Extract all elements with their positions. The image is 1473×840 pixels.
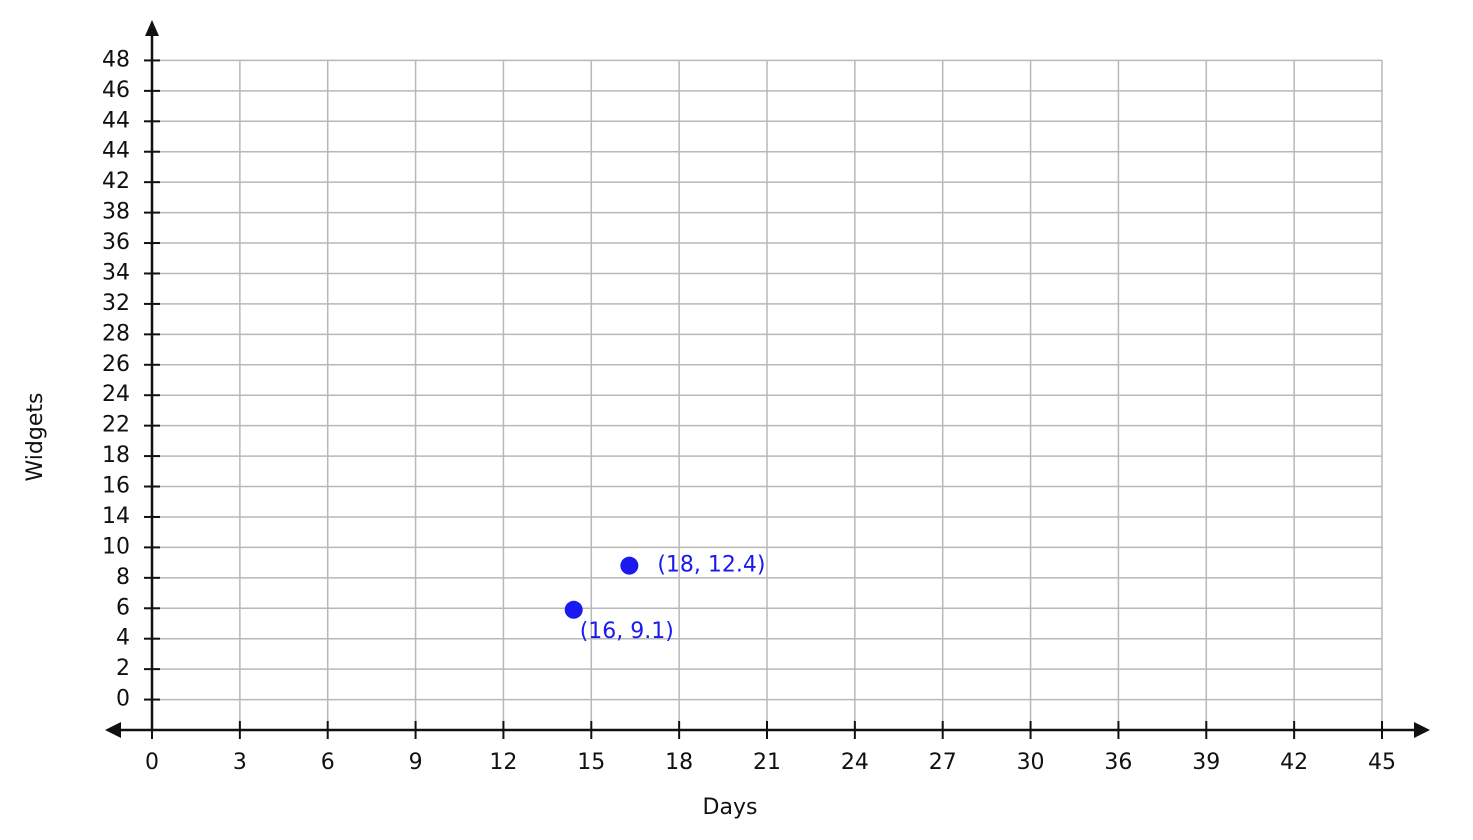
y-tick-label: 44 xyxy=(102,139,130,164)
point-label: (16, 9.1) xyxy=(580,619,674,644)
y-tick-label: 10 xyxy=(102,534,130,559)
x-tick-label: 3 xyxy=(233,750,247,775)
y-tick-label: 42 xyxy=(102,169,130,194)
y-tick-label: 24 xyxy=(102,382,130,407)
x-tick-label: 6 xyxy=(321,750,335,775)
x-axis-label: Days xyxy=(703,795,758,820)
y-tick-label: 36 xyxy=(102,230,130,255)
x-tick-label: 12 xyxy=(489,750,517,775)
y-tick-label: 6 xyxy=(116,595,130,620)
y-tick-label: 48 xyxy=(102,47,130,72)
x-tick-label: 30 xyxy=(1017,750,1045,775)
x-tick-label: 36 xyxy=(1104,750,1132,775)
y-tick-label: 32 xyxy=(102,291,130,316)
x-tick-label: 21 xyxy=(753,750,781,775)
x-tick-label: 39 xyxy=(1192,750,1220,775)
y-tick-label: 46 xyxy=(102,78,130,103)
x-tick-label: 45 xyxy=(1368,750,1396,775)
x-tick-label: 18 xyxy=(665,750,693,775)
y-tick-label: 4 xyxy=(116,626,130,651)
x-tick-label: 27 xyxy=(929,750,957,775)
y-tick-label: 26 xyxy=(102,352,130,377)
y-tick-label: 38 xyxy=(102,200,130,225)
y-tick-label: 2 xyxy=(116,656,130,681)
x-tick-label: 9 xyxy=(409,750,423,775)
y-tick-label: 16 xyxy=(102,474,130,499)
point xyxy=(564,600,583,619)
y-tick-label: 22 xyxy=(102,413,130,438)
x-tick-label: 15 xyxy=(577,750,605,775)
y-axis-label: Widgets xyxy=(23,393,48,482)
point xyxy=(620,556,639,575)
point-label: (18, 12.4) xyxy=(657,553,765,578)
y-tick-label: 18 xyxy=(102,443,130,468)
y-tick-label: 8 xyxy=(116,565,130,590)
x-tick-label: 0 xyxy=(145,750,159,775)
x-tick-label: 24 xyxy=(841,750,869,775)
x-tick-label: 42 xyxy=(1280,750,1308,775)
y-tick-label: 14 xyxy=(102,504,130,529)
y-tick-label: 34 xyxy=(102,260,130,285)
y-tick-label: 44 xyxy=(102,108,130,133)
y-tick-label: 0 xyxy=(116,687,130,712)
y-axis-arrow xyxy=(145,20,159,36)
y-tick-label: 28 xyxy=(102,321,130,346)
